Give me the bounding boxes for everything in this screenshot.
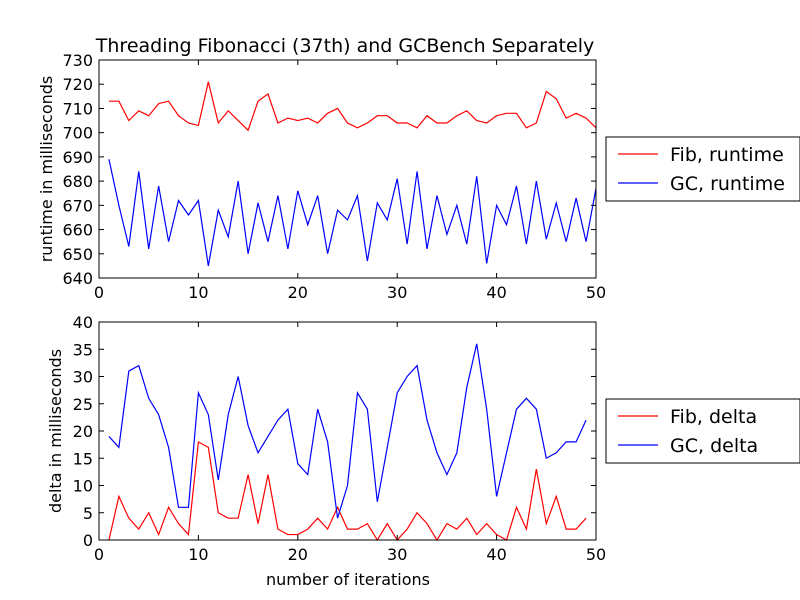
y-tick-label: 25 [73, 395, 93, 414]
y-tick-label: 690 [62, 148, 93, 167]
y-tick-label: 35 [73, 340, 93, 359]
legend-label: GC, runtime [670, 173, 785, 195]
y-tick-label: 720 [62, 75, 93, 94]
chart-delta: delta in milliseconds number of iteratio… [46, 313, 800, 589]
x-tick-label: 0 [94, 283, 104, 302]
legend-label: Fib, delta [670, 406, 757, 428]
y-tick-label: 10 [73, 477, 93, 496]
legend-runtime: Fib, runtime GC, runtime [605, 136, 800, 202]
x-tick-label: 20 [288, 545, 308, 564]
plot-frame [98, 321, 597, 541]
y-tick-label: 640 [62, 269, 93, 288]
legend-box [605, 136, 800, 202]
x-tick-label: 20 [288, 283, 308, 302]
y-tick-label: 650 [62, 245, 93, 264]
x-tick-label: 50 [586, 545, 606, 564]
legend-delta: Fib, delta GC, delta [605, 398, 800, 464]
y-axis-label-runtime: runtime in milliseconds [37, 76, 56, 263]
series-line-fib-delta [108, 440, 587, 542]
y-tick-label: 680 [62, 172, 93, 191]
y-tick-label: 730 [62, 51, 93, 70]
x-tick-label: 10 [188, 283, 208, 302]
y-tick-label: 15 [73, 449, 93, 468]
y-tick-label: 30 [73, 368, 93, 387]
x-tick-label: 40 [486, 283, 506, 302]
y-tick-label: 40 [73, 313, 93, 332]
x-tick-label: 40 [486, 545, 506, 564]
y-tick-label: 660 [62, 221, 93, 240]
x-axis-label: number of iterations [266, 570, 430, 589]
y-tick-label: 700 [62, 124, 93, 143]
series-line-gc-runtime [108, 159, 597, 266]
legend-label: Fib, runtime [670, 144, 784, 166]
x-tick-label: 10 [188, 545, 208, 564]
y-tick-label: 20 [73, 422, 93, 441]
y-axis-label-delta: delta in milliseconds [46, 349, 65, 513]
x-tick-label: 50 [586, 283, 606, 302]
x-tick-label: 30 [387, 545, 407, 564]
y-tick-label: 5 [83, 504, 93, 523]
x-tick-label: 30 [387, 283, 407, 302]
x-tick-label: 0 [94, 545, 104, 564]
chart-title: Threading Fibonacci (37th) and GCBench S… [95, 35, 594, 57]
y-tick-label: 0 [83, 531, 93, 550]
legend-label: GC, delta [670, 435, 758, 457]
plot-area-runtime: 0 10 20 30 40 50 640 650 660 670 680 690 700 710 720 73… [62, 51, 606, 302]
y-tick-label: 670 [62, 196, 93, 215]
series-line-fib-runtime [108, 81, 597, 132]
series-line-gc-delta [108, 343, 587, 519]
y-tick-label: 710 [62, 99, 93, 118]
plot-frame [98, 59, 597, 279]
legend-box [605, 398, 800, 464]
chart-runtime: Threading Fibonacci (37th) and GCBench S… [37, 35, 800, 302]
plot-area-delta: 0 10 20 30 40 50 0 5 10 15 20 25 30 35 40 [73, 313, 607, 564]
